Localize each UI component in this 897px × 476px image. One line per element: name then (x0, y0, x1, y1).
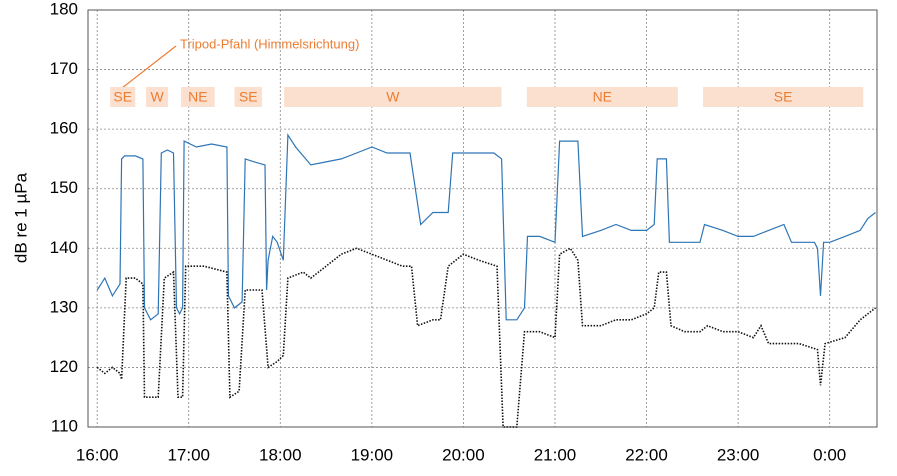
x-tick-label: 16:00 (76, 445, 119, 464)
x-tick-label: 18:00 (259, 445, 302, 464)
y-tick-label: 120 (50, 357, 78, 376)
sector-box (145, 87, 169, 107)
annotation: Tripod-Pfahl (Himmelsrichtung) (180, 36, 359, 51)
y-tick-label: 150 (50, 178, 78, 197)
sector-label: SE (113, 89, 132, 105)
y-tick-label: 110 (51, 416, 78, 435)
annotation-leader (121, 45, 177, 89)
sector-label: NE (188, 89, 207, 105)
x-tick-label: 23:00 (717, 445, 760, 464)
series-line (96, 133, 876, 321)
x-tick-label: 20:00 (442, 445, 485, 464)
y-axis-label: dB re 1 µPa (11, 172, 30, 263)
x-tick-label: 21:00 (534, 445, 577, 464)
sector-label: NE (593, 89, 612, 105)
y-tick-label: 130 (50, 297, 78, 316)
sector-box (284, 87, 502, 107)
sector-label: SE (774, 89, 793, 105)
sector-box (526, 87, 678, 107)
x-tick-label: 0:00 (813, 445, 846, 464)
sector-box (703, 87, 864, 107)
sector-label: W (150, 89, 164, 105)
y-tick-label: 140 (50, 238, 78, 257)
sector-box (234, 87, 262, 107)
sector-label: SE (239, 89, 258, 105)
plot-frame (87, 9, 878, 428)
sector-box (181, 87, 215, 107)
y-tick-label: 160 (50, 119, 78, 138)
y-tick-label: 170 (50, 59, 78, 78)
x-tick-label: 17:00 (167, 445, 210, 464)
x-tick-label: 22:00 (625, 445, 668, 464)
sector-box (110, 87, 136, 107)
x-tick-label: 19:00 (351, 445, 394, 464)
series-line (96, 247, 876, 428)
y-tick-label: 180 (50, 0, 78, 18)
sector-label: W (386, 89, 400, 105)
